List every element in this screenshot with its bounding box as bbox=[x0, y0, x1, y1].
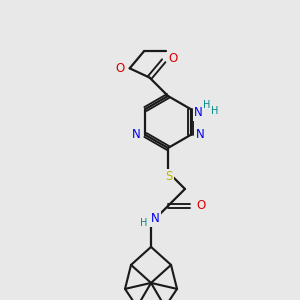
Text: H: H bbox=[140, 218, 147, 228]
Text: O: O bbox=[196, 200, 205, 212]
Text: H: H bbox=[211, 106, 218, 116]
Text: O: O bbox=[116, 62, 125, 75]
Text: N: N bbox=[194, 106, 203, 119]
Text: H: H bbox=[203, 100, 210, 110]
Text: N: N bbox=[151, 212, 159, 225]
Text: S: S bbox=[165, 170, 173, 184]
Text: N: N bbox=[132, 128, 140, 142]
Text: O: O bbox=[169, 52, 178, 65]
Text: N: N bbox=[196, 128, 204, 142]
